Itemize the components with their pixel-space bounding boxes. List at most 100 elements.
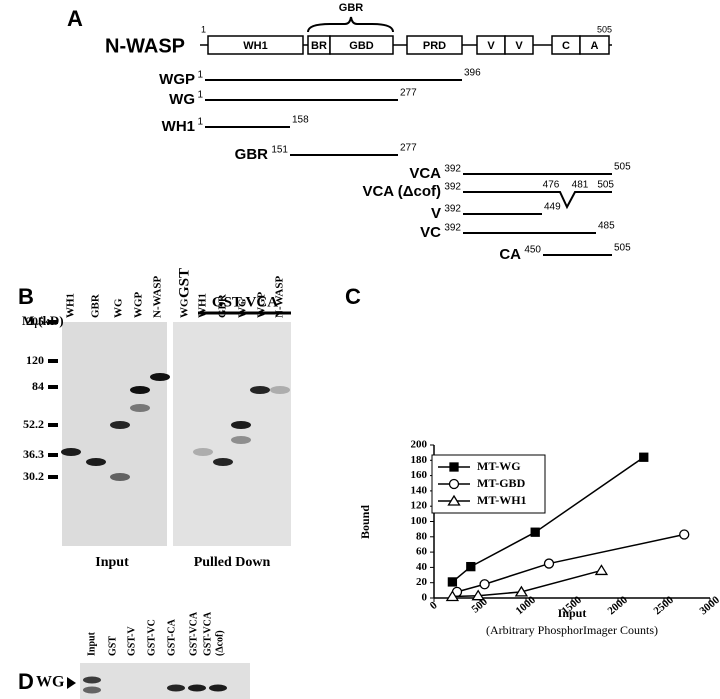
gel-band	[150, 373, 170, 381]
gel-band	[231, 436, 251, 444]
construct-name: GBR	[235, 146, 269, 163]
y-tick-label: 180	[411, 454, 428, 466]
gap-end: 481	[572, 180, 589, 191]
band-arrow	[67, 677, 76, 689]
gel-caption: Input	[95, 555, 129, 570]
gel-band	[86, 458, 106, 466]
brace	[307, 16, 394, 33]
y-tick-label: 0	[422, 592, 428, 604]
mw-tick	[48, 475, 58, 479]
construct-start: 392	[444, 204, 461, 215]
legend-label: MT-WG	[477, 459, 521, 473]
mw-tick	[48, 423, 58, 427]
lane-label: GST-VCA	[188, 611, 199, 656]
domain-label: V	[487, 40, 495, 52]
construct-start: 392	[444, 223, 461, 234]
lane-label: WH1	[65, 293, 77, 318]
construct-name: VCA (Δcof)	[362, 183, 441, 200]
lane-label: GST-V	[126, 626, 137, 656]
lane-label: WG	[179, 298, 191, 318]
marker	[514, 585, 529, 597]
y-tick-label: 20	[416, 576, 428, 588]
marker	[543, 558, 555, 569]
series-line	[451, 456, 645, 583]
mw-label-part: M	[22, 313, 34, 328]
pulldown-header: GST-VCA	[212, 294, 278, 310]
construct-start: 392	[444, 164, 461, 175]
lane-label: GST-VC	[146, 619, 157, 656]
construct-name: CA	[499, 246, 521, 263]
marker	[639, 452, 649, 462]
domain-label: WH1	[243, 40, 267, 52]
gel-band	[110, 473, 130, 481]
lane-label: GST-VCA	[202, 611, 213, 656]
construct-name: WG	[169, 91, 195, 108]
mw-tick	[48, 359, 58, 363]
mw-marker: 84	[32, 379, 44, 393]
gel-band	[250, 386, 270, 394]
construct-start: 1	[197, 117, 203, 128]
construct-name: V	[431, 205, 441, 222]
marker	[479, 579, 490, 590]
panel-letter: B	[18, 284, 34, 309]
construct-end: 505	[614, 243, 631, 254]
mw-marker: 52.2	[23, 417, 44, 431]
gel-d	[80, 663, 250, 699]
domain-label: PRD	[423, 40, 446, 52]
lane-label: N-WASP	[152, 276, 164, 318]
gel-band	[193, 448, 213, 456]
protein-name: N-WASP	[105, 35, 185, 57]
lane-label: WG	[113, 298, 125, 318]
gel-band	[167, 684, 185, 692]
lane-label: GBR	[90, 293, 102, 318]
domain-label: V	[515, 40, 523, 52]
construct-end: 277	[400, 88, 417, 99]
mw-tick	[48, 320, 58, 324]
marker	[530, 527, 540, 537]
gel-band	[270, 386, 290, 394]
x-axis-label: Input	[558, 606, 587, 620]
gel-band	[130, 386, 150, 394]
x-axis-note: (Arbitrary PhosphorImager Counts)	[486, 623, 658, 637]
mw-tick	[48, 453, 58, 457]
y-tick-label: 120	[411, 500, 428, 512]
gap-start: 476	[543, 180, 560, 191]
construct-name: VCA	[409, 165, 441, 182]
legend-marker	[447, 494, 461, 506]
lane-label: Input	[86, 631, 97, 656]
construct-line	[463, 191, 612, 210]
legend-marker	[448, 478, 460, 490]
construct-end: 485	[598, 221, 615, 232]
gel-band	[209, 684, 227, 692]
y-tick-label: 140	[411, 484, 428, 496]
gel-band	[110, 421, 130, 429]
domain-box	[406, 35, 463, 55]
construct-start: 151	[271, 145, 288, 156]
construct-end: 505	[597, 180, 614, 191]
mw-marker: 36.3	[23, 447, 44, 461]
lane-label: GST-CA	[166, 618, 177, 656]
construct-start: 450	[524, 245, 541, 256]
domain-label: BR	[311, 40, 327, 52]
x-tick-label: 3000	[697, 594, 720, 618]
domain-box	[207, 35, 304, 55]
construct-name: VC	[420, 224, 441, 241]
construct-start: 392	[444, 182, 461, 193]
series-line	[452, 569, 602, 598]
panel-letter: D	[18, 669, 34, 694]
construct-end: 505	[614, 162, 631, 173]
legend-label: MT-WH1	[477, 493, 527, 507]
construct-end: 396	[464, 68, 481, 79]
marker	[445, 590, 460, 602]
legend-label: MT-GBD	[477, 476, 526, 490]
y-tick-label: 160	[411, 469, 428, 481]
domain-label: C	[562, 40, 570, 52]
construct-name: WH1	[162, 118, 195, 135]
domain-box	[504, 35, 534, 55]
lane-label: WGP	[133, 291, 145, 318]
construct-name: WGP	[159, 71, 195, 88]
y-tick-label: 100	[411, 515, 428, 527]
gel-input	[62, 322, 167, 546]
marker	[447, 577, 458, 587]
